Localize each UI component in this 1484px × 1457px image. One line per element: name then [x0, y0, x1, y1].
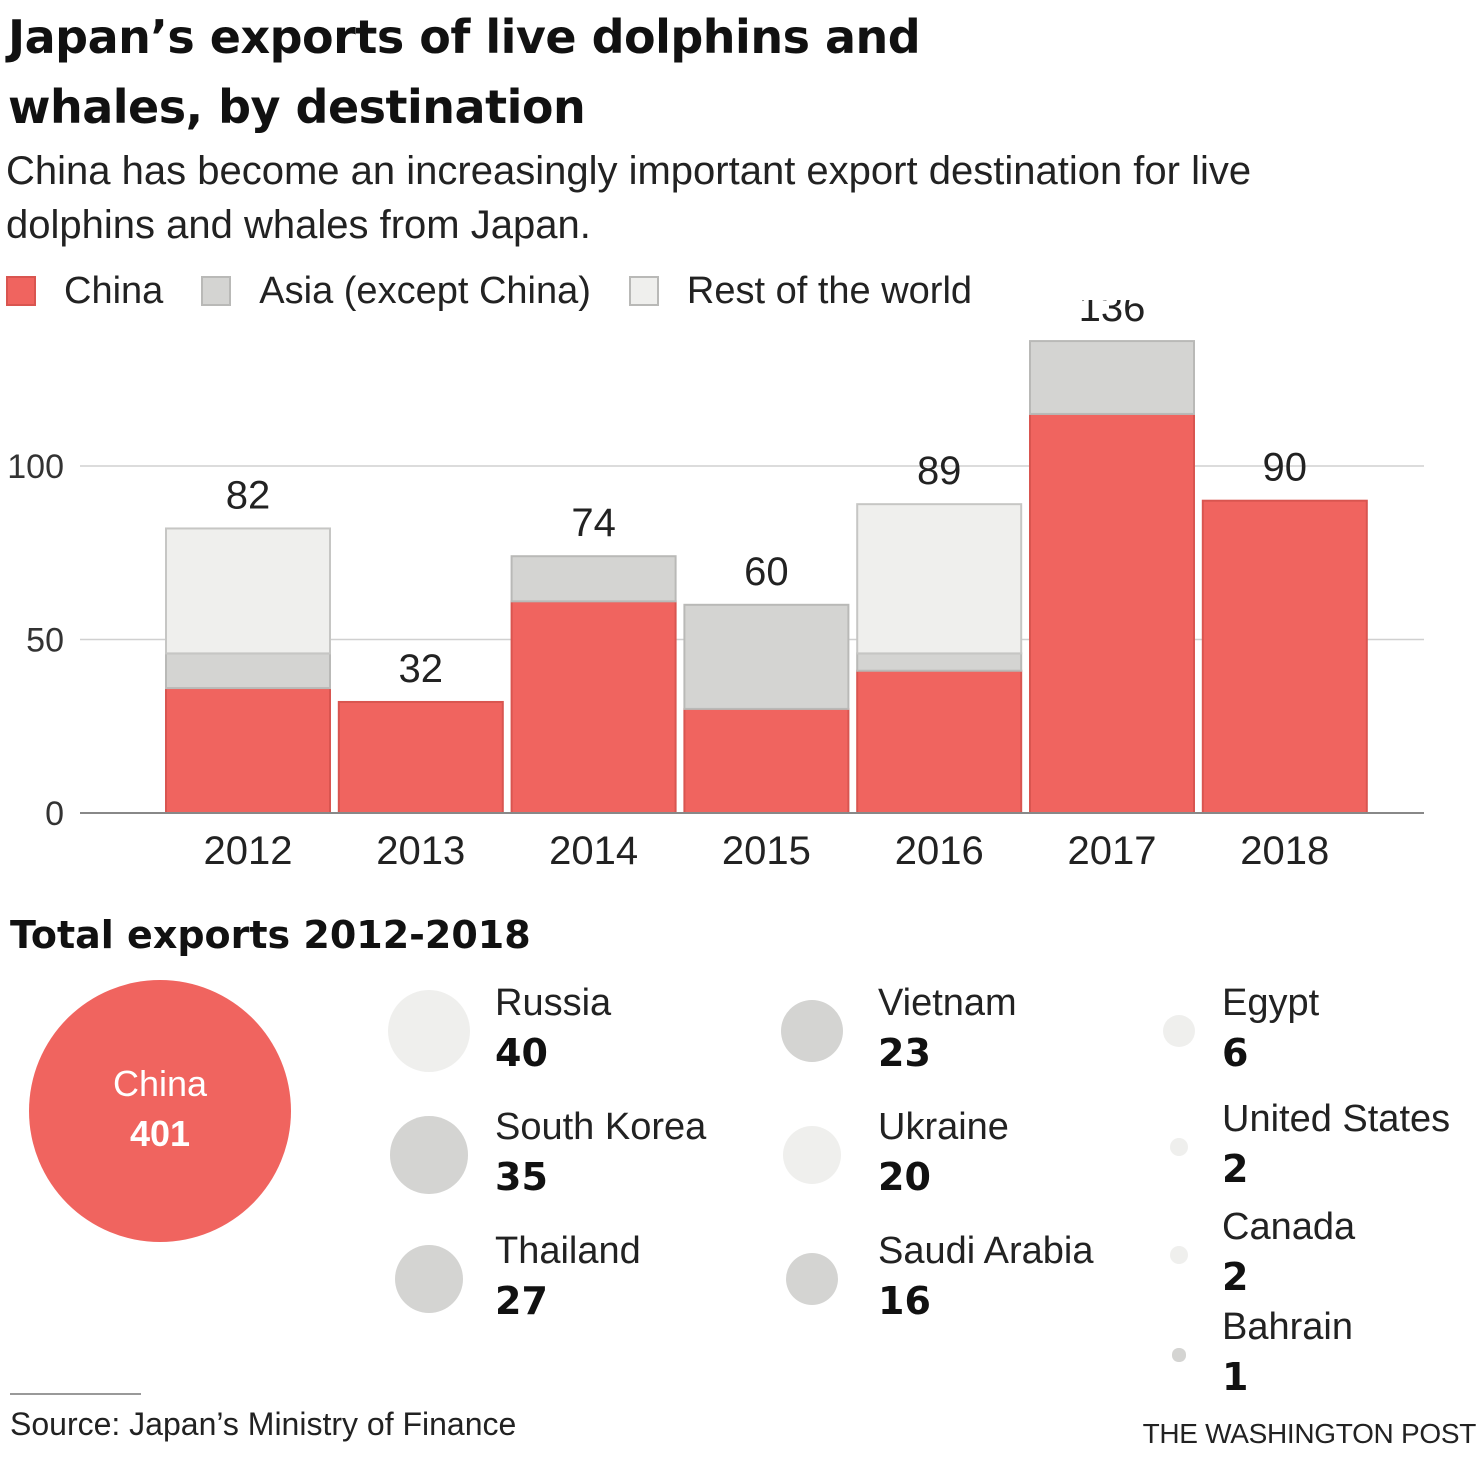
country-name: Thailand	[495, 1230, 641, 1272]
bar-total-label: 89	[917, 449, 962, 493]
legend: China Asia (except China) Rest of the wo…	[6, 268, 1010, 314]
country-value: 23	[878, 1031, 931, 1075]
country-value: 16	[878, 1279, 931, 1323]
bar-total-label: 60	[744, 550, 789, 594]
source-note: Source: Japan’s Ministry of Finance	[10, 1406, 517, 1442]
x-tick-label: 2013	[376, 829, 465, 873]
country-name: Saudi Arabia	[878, 1230, 1094, 1272]
legend-swatch-rest	[628, 276, 659, 306]
y-tick-label: 50	[26, 622, 64, 660]
country-bubble	[390, 1116, 468, 1194]
legend-swatch-asia	[201, 276, 232, 306]
bar-2015-china	[683, 707, 850, 815]
y-tick-label: 0	[45, 795, 64, 833]
y-tick-label: 100	[7, 448, 64, 486]
country-value: 2	[1222, 1255, 1249, 1299]
country-name: Ukraine	[878, 1106, 1009, 1148]
country-bubble	[387, 989, 471, 1073]
bar-2016-asia	[856, 652, 1023, 672]
country-bubble	[1162, 1014, 1196, 1048]
country-bubble	[395, 1245, 463, 1313]
country-name: South Korea	[495, 1106, 707, 1148]
country-value: 27	[495, 1279, 548, 1323]
x-tick-label: 2015	[722, 829, 811, 873]
country-bubble	[1169, 1137, 1189, 1157]
country-value: 1	[1222, 1355, 1249, 1399]
bar-2018-china	[1201, 499, 1368, 814]
bar-2012-rest	[165, 527, 331, 655]
country-value: 40	[495, 1031, 548, 1075]
country-bubble	[782, 1125, 842, 1185]
bar-2014-asia	[510, 555, 677, 603]
legend-item-asia: Asia (except China)	[201, 270, 591, 313]
bar-total-label: 82	[226, 473, 271, 517]
bar-2013-china	[337, 700, 504, 815]
bar-2012-asia	[165, 652, 331, 690]
country-bubble	[1172, 1348, 1186, 1362]
bar-total-label: 90	[1263, 446, 1308, 490]
totals-section-title: Total exports 2012-2018	[10, 913, 531, 957]
bar-total-label: 136	[1079, 300, 1146, 330]
legend-label-asia: Asia (except China)	[259, 269, 591, 312]
legend-label-rest: Rest of the world	[686, 269, 973, 312]
stacked-bar-chart: 0 50 100 82 2012 32 2013 74 2014 60 2015 89 2016 136 2…	[7, 300, 1424, 873]
bar-total-label: 32	[399, 647, 444, 691]
x-tick-label: 2012	[204, 829, 293, 873]
country-name: Egypt	[1222, 982, 1320, 1024]
china-total-bubble: China 401	[29, 980, 291, 1242]
country-value: 6	[1222, 1031, 1249, 1075]
legend-item-china: China	[6, 270, 163, 313]
china-total-label: China	[112, 1063, 208, 1104]
chart-title: Japan’s exports of live dolphins and wha…	[8, 10, 921, 134]
legend-swatch-china	[6, 276, 36, 306]
x-tick-label: 2016	[895, 829, 984, 873]
bar-2017-china	[1029, 412, 1195, 814]
china-total-value: 401	[129, 1113, 191, 1154]
legend-label-china: China	[64, 269, 164, 312]
source-divider	[10, 1393, 141, 1395]
country-name: Vietnam	[878, 982, 1017, 1024]
country-bubble	[785, 1252, 839, 1306]
bar-2016-rest	[856, 503, 1023, 655]
country-value: 2	[1222, 1147, 1249, 1191]
bar-2012-china	[165, 687, 331, 815]
bar-2016-china	[856, 669, 1023, 814]
country-name: Canada	[1222, 1206, 1356, 1248]
country-value: 35	[495, 1155, 548, 1199]
chart-subtitle: China has become an increasingly importa…	[6, 149, 1252, 247]
country-name: Bahrain	[1222, 1306, 1353, 1348]
publisher-credit: THE WASHINGTON POST	[1142, 1418, 1477, 1449]
country-bubble	[1169, 1245, 1189, 1265]
bar-2014-china	[510, 600, 677, 815]
country-name: Russia	[495, 982, 612, 1024]
x-tick-label: 2014	[549, 829, 638, 873]
country-name: United States	[1222, 1098, 1451, 1140]
country-bubble	[780, 999, 844, 1063]
bar-total-label: 74	[571, 501, 616, 545]
bar-2015-asia	[683, 603, 850, 710]
bar-2017-asia	[1029, 340, 1195, 415]
x-tick-label: 2017	[1068, 829, 1157, 873]
country-value: 20	[878, 1155, 931, 1199]
legend-item-rest: Rest of the world	[628, 269, 973, 313]
x-tick-label: 2018	[1240, 829, 1329, 873]
